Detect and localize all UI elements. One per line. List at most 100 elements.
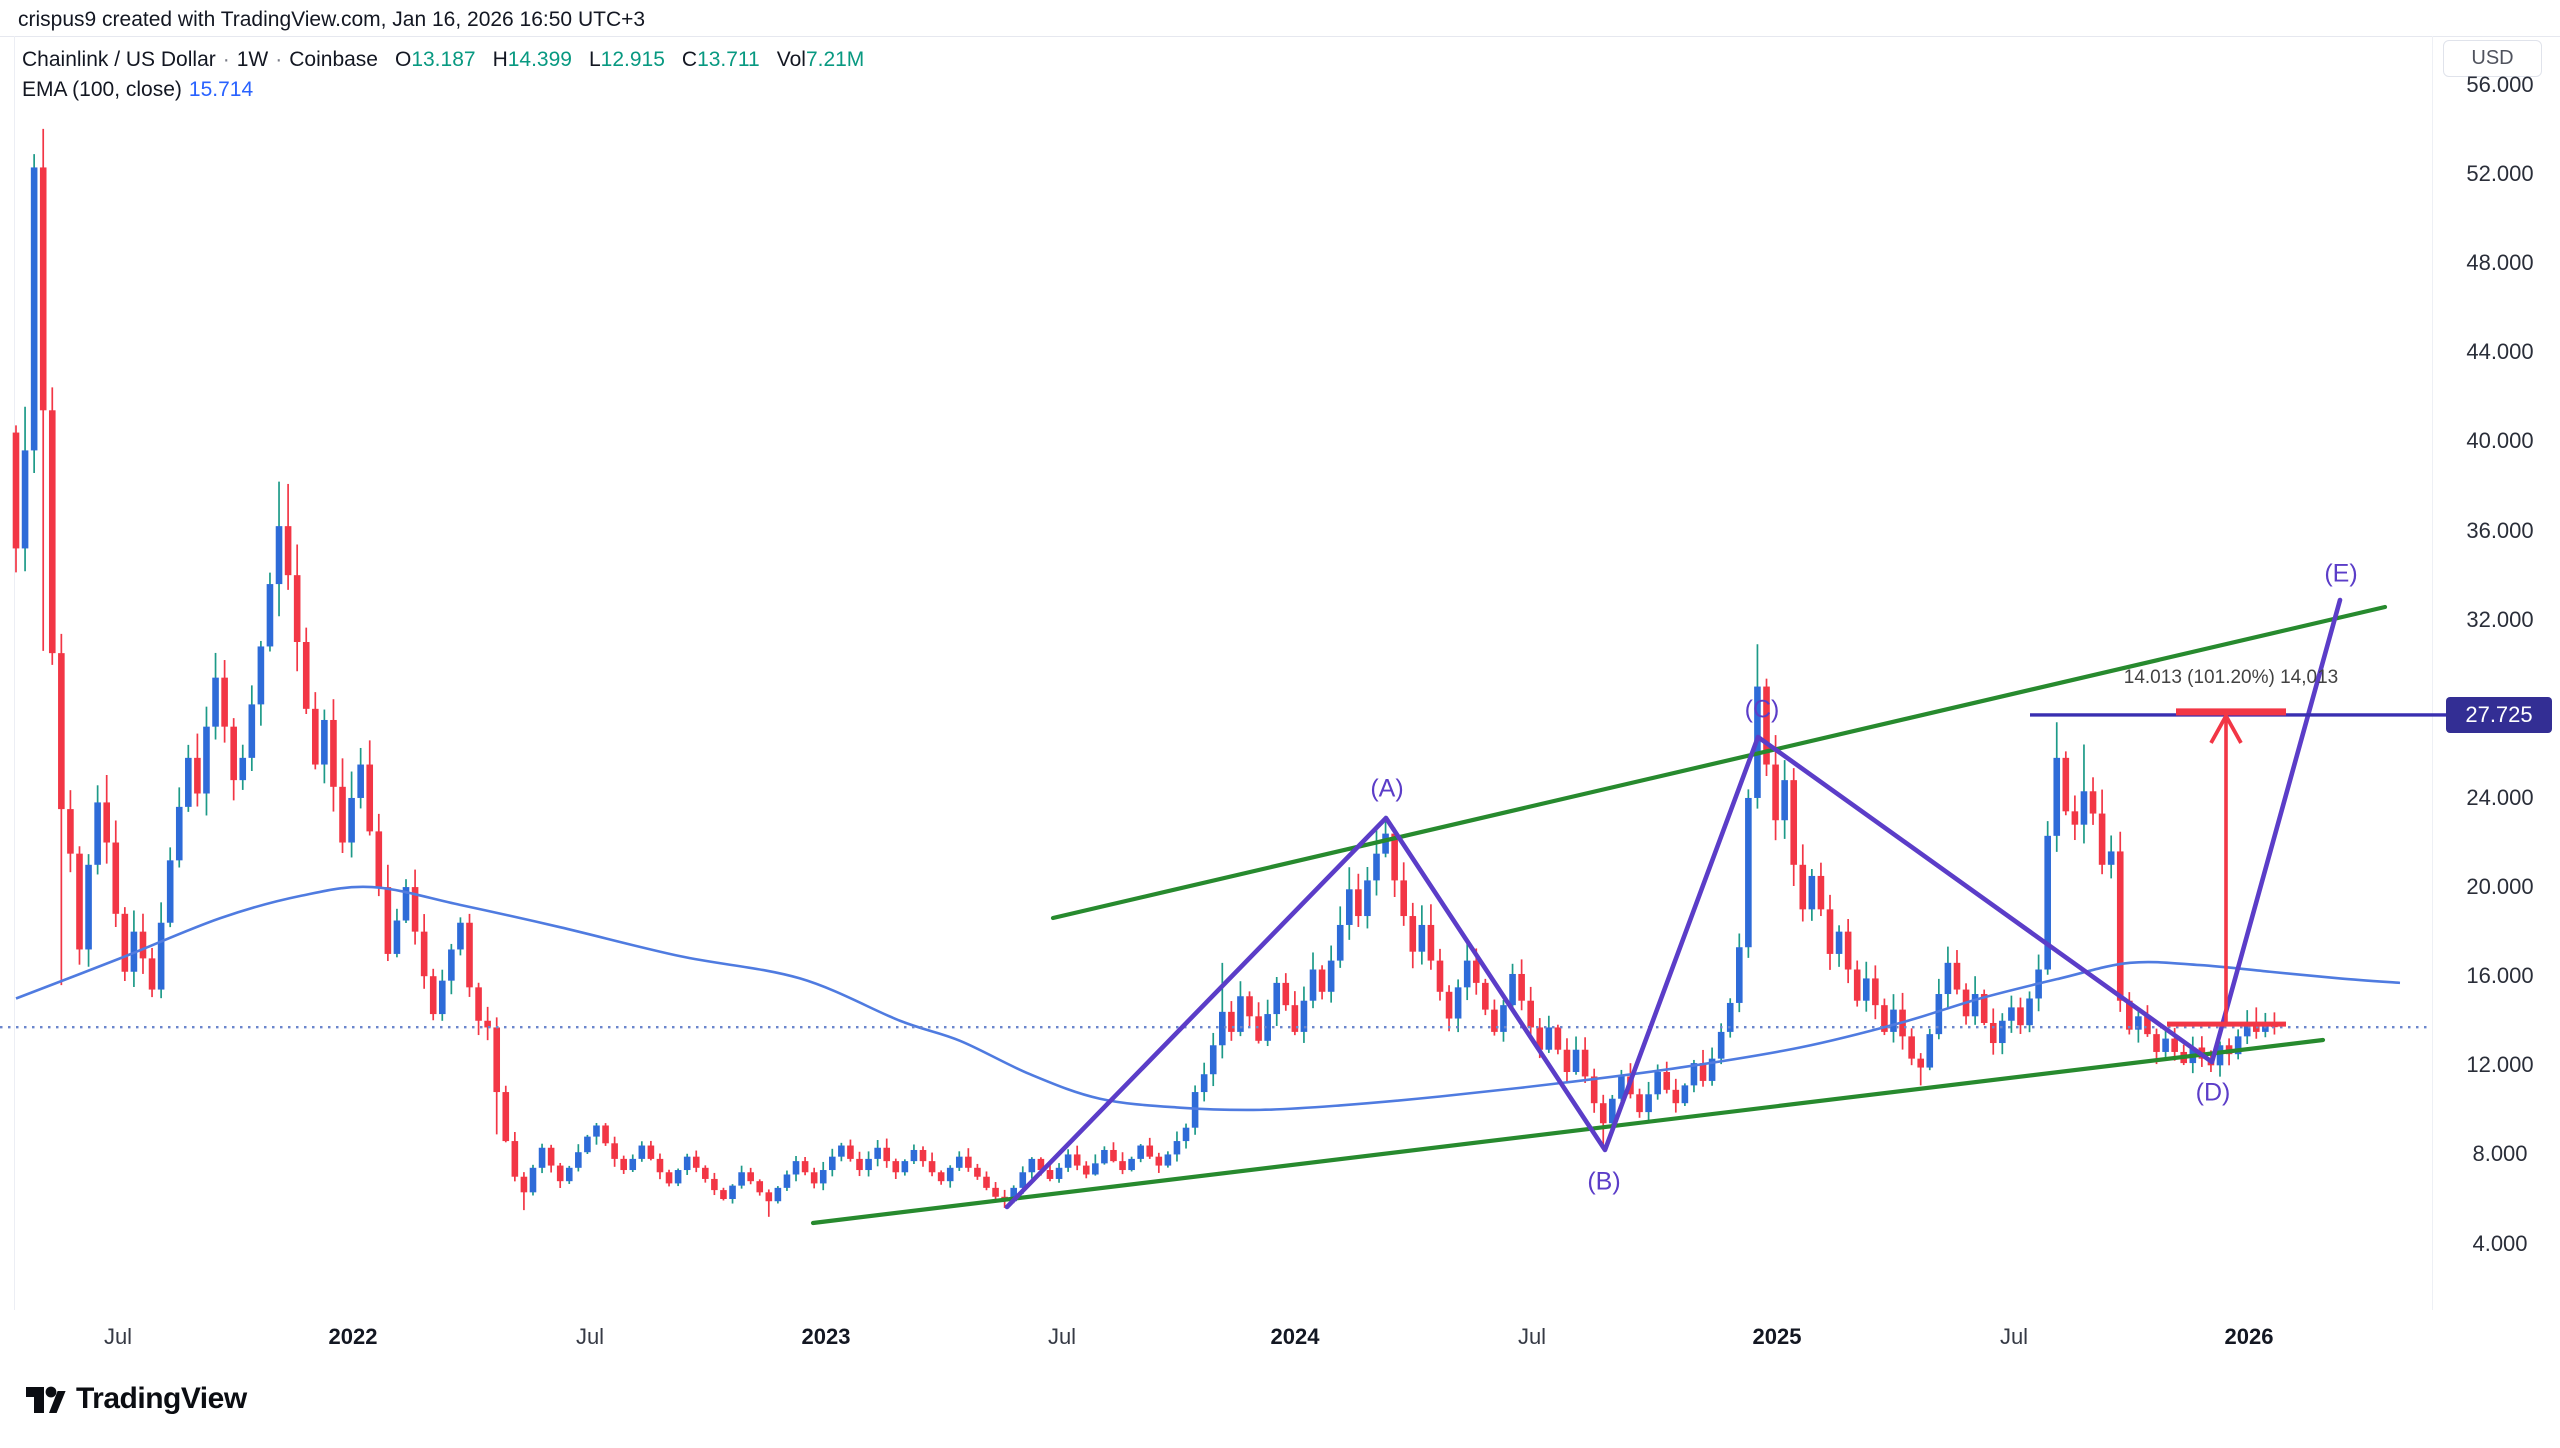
candle-up [1509, 973, 1516, 1006]
candle-down [1037, 1158, 1045, 1171]
candle-down [112, 842, 120, 914]
candle-down [1110, 1149, 1117, 1162]
symbol-legend: Chainlink / US Dollar · 1W · Coinbase O1… [22, 48, 864, 108]
candle-up [1300, 1000, 1308, 1032]
candle-up [1101, 1149, 1108, 1164]
candle-down [148, 958, 156, 990]
candle-down [1763, 686, 1770, 765]
candle-down [284, 526, 292, 576]
exchange-label[interactable]: Coinbase [289, 48, 378, 71]
candle-down [756, 1181, 764, 1193]
candle-down [48, 410, 56, 654]
candle-down [928, 1161, 936, 1173]
year-tick-label: 2026 [2224, 1324, 2274, 1349]
ema-indicator-label[interactable]: EMA (100, close) [22, 78, 182, 101]
candle-up [1327, 960, 1335, 992]
candle-up [1545, 1027, 1553, 1050]
price-tick-label: 36.000 [2466, 517, 2534, 543]
candle-up [792, 1161, 800, 1175]
time-axis[interactable]: Jul 2022 Jul 2023 Jul 2024 Jul 2025 Jul 2026 [0, 1310, 2560, 1364]
candle-down [1636, 1094, 1643, 1113]
ohlc-close: C13.711 [681, 48, 760, 71]
candle-down [2116, 851, 2124, 1001]
candle-down [747, 1172, 754, 1182]
candle-up [357, 764, 364, 798]
candle-up [275, 526, 283, 585]
candle-down [656, 1158, 664, 1173]
candle-down [937, 1172, 945, 1182]
price-range-tool[interactable] [2167, 708, 2286, 1027]
measure-arrowhead-icon [2209, 711, 2243, 744]
candle-up [1708, 1058, 1716, 1081]
candle-down [1799, 864, 1807, 910]
candle-up [1690, 1063, 1698, 1086]
ohlc-high: H14.399 [492, 48, 572, 71]
tradingview-brand[interactable]: TradingView [22, 1377, 247, 1421]
candle-up [1264, 1014, 1271, 1041]
candle-down [1409, 916, 1417, 952]
ohlc-low: L12.915 [588, 48, 665, 71]
candle-down [1881, 1005, 1888, 1032]
candle-up [175, 806, 183, 861]
ema-line[interactable] [15, 885, 2401, 1112]
chart-pane[interactable] [0, 36, 2560, 1311]
wave-label-b[interactable]: (B) [1587, 1167, 1621, 1196]
candle-down [1355, 889, 1362, 917]
candle-down [2089, 791, 2097, 814]
year-tick-label: 2025 [1752, 1324, 1802, 1349]
hline-price-badge: 27.725 [2446, 696, 2552, 733]
measure-bottom-bar [2167, 1021, 2286, 1027]
candle-up [838, 1145, 845, 1157]
wave-polyline[interactable] [1004, 597, 2343, 1210]
wave-zigzag[interactable] [1004, 597, 2343, 1210]
candle-up [1999, 1020, 2006, 1044]
ema-100-curve[interactable] [15, 885, 2401, 1112]
candle-down [1119, 1161, 1126, 1171]
wave-label-d[interactable]: (D) [2195, 1078, 2231, 1107]
candle-down [1282, 982, 1290, 1006]
candle-up [1237, 996, 1244, 1032]
candle-down [1445, 991, 1453, 1019]
candle-down [67, 809, 74, 854]
candle-up [1500, 1005, 1507, 1032]
candle-up [402, 887, 410, 921]
price-tick-label: 56.000 [2466, 72, 2534, 97]
candle-up [2008, 1007, 2015, 1021]
candle-down [2144, 1016, 2151, 1035]
channel-trendlines[interactable] [810, 604, 2388, 1226]
candle-up [157, 922, 165, 990]
price-tick-label: 48.000 [2466, 250, 2534, 276]
candle-up [1028, 1158, 1036, 1173]
candle-down [1817, 875, 1825, 910]
candle-up [683, 1156, 691, 1171]
candle-down [647, 1145, 655, 1159]
candle-down [76, 853, 83, 950]
candle-up [21, 450, 29, 549]
candle-up [393, 920, 401, 954]
candle-down [1046, 1170, 1054, 1179]
interval-label[interactable]: 1W [236, 48, 269, 71]
pane-left-border [14, 36, 15, 1310]
lower-trendline[interactable] [810, 1037, 2326, 1226]
currency-toggle[interactable]: USD [2443, 40, 2542, 77]
candle-up [1373, 853, 1380, 881]
wave-label-c[interactable]: (C) [1744, 695, 1780, 724]
candle-up [1971, 994, 1979, 1017]
ema-indicator-value: 15.714 [188, 78, 254, 101]
candle-down [1989, 1022, 1997, 1044]
symbol-title[interactable]: Chainlink / US Dollar [22, 48, 216, 71]
price-scale-border [2432, 36, 2433, 1363]
price-tick-label: 16.000 [2466, 963, 2534, 989]
candle-up [1382, 833, 1389, 854]
wave-label-e[interactable]: (E) [2324, 559, 2358, 588]
candle-up [1219, 1011, 1226, 1046]
candle-up [1182, 1127, 1190, 1142]
candle-down [230, 726, 237, 781]
candle-up [1935, 994, 1943, 1035]
candle-down [765, 1192, 773, 1202]
candle-down [103, 802, 110, 843]
upper-trendline[interactable] [1050, 604, 2388, 921]
wave-label-a[interactable]: (A) [1370, 774, 1404, 803]
candle-up [1808, 875, 1816, 910]
